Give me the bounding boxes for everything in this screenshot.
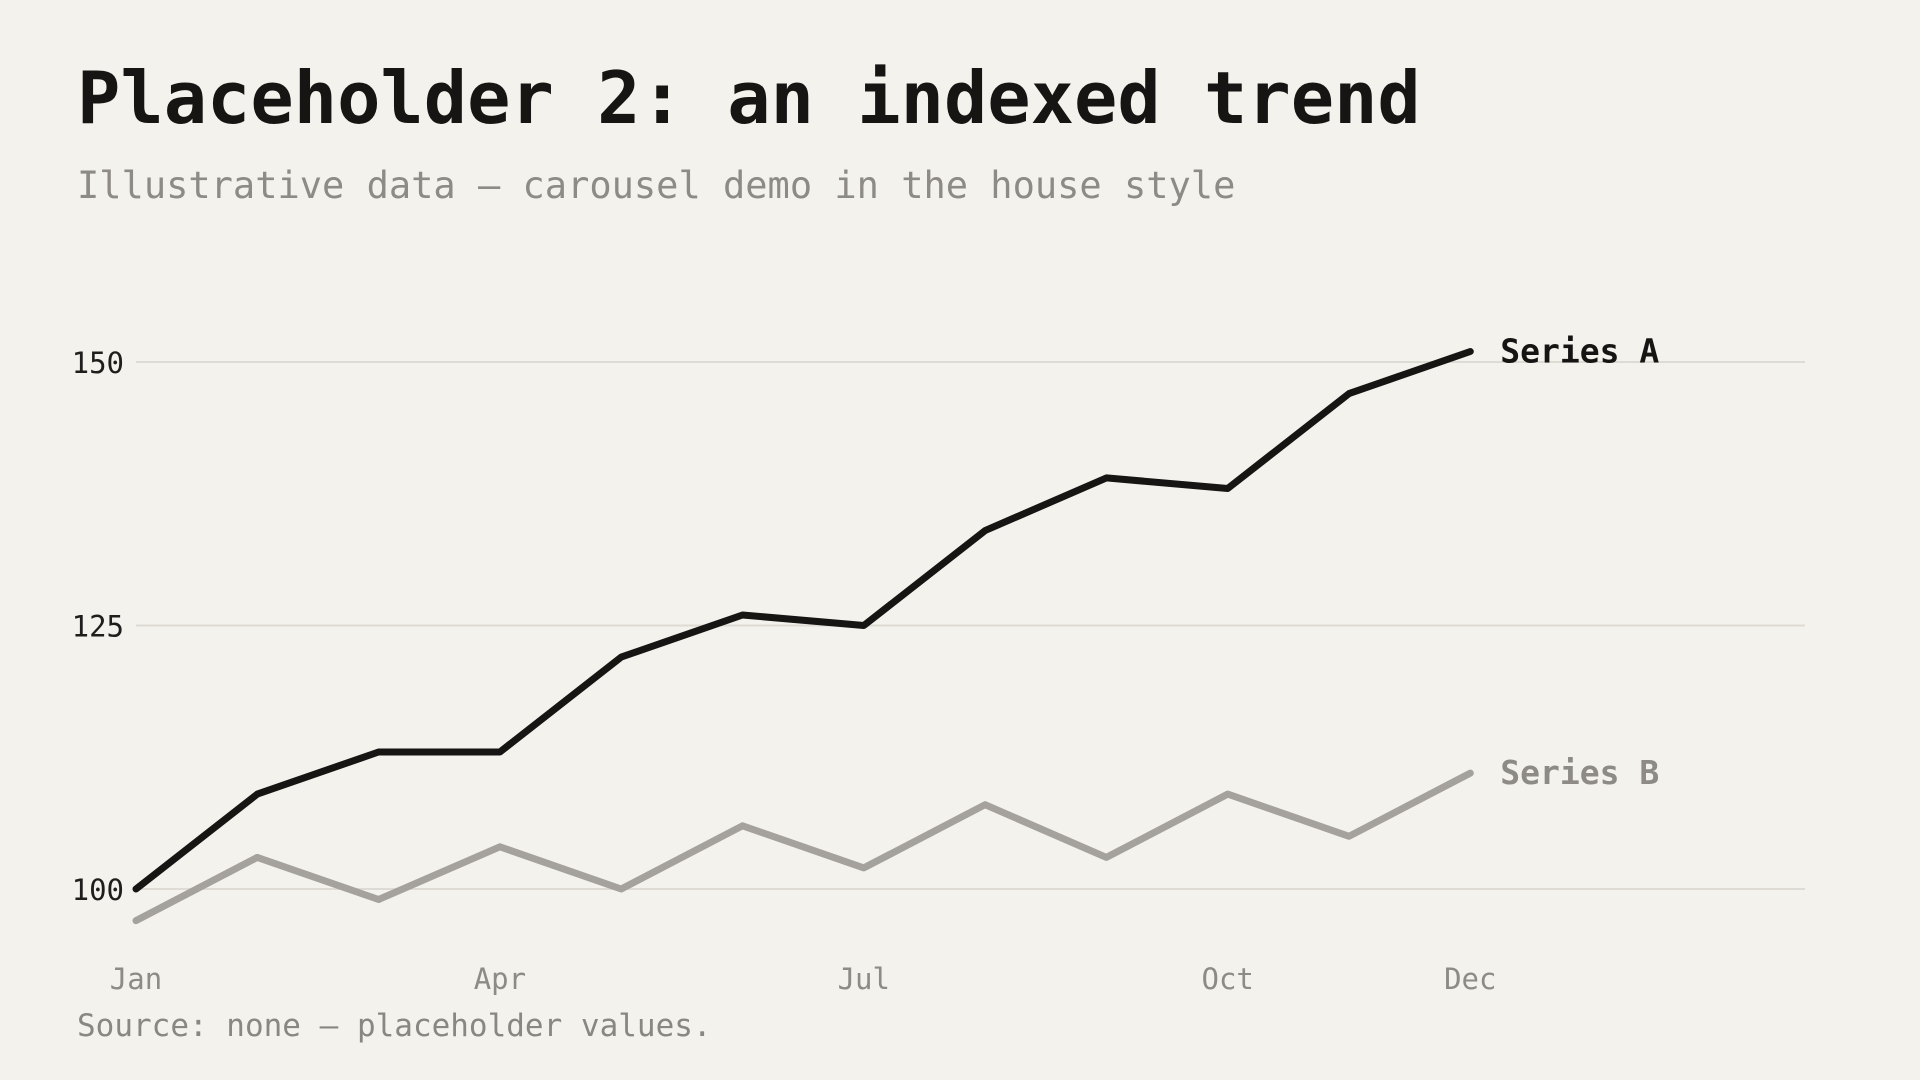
x-axis-ticks: Jan Apr Jul Oct Dec (110, 962, 1497, 996)
y-tick-label-100: 100 (72, 873, 124, 907)
x-tick-label-dec: Dec (1444, 962, 1496, 996)
series-labels: Series B Series A (1500, 331, 1659, 792)
y-axis-ticks: 100 125 150 (72, 346, 124, 907)
chart-title: Placeholder 2: an indexed trend (77, 56, 1421, 140)
x-tick-label-jan: Jan (110, 962, 162, 996)
y-tick-label-125: 125 (72, 610, 124, 644)
x-tick-label-apr: Apr (474, 962, 526, 996)
x-tick-label-oct: Oct (1202, 962, 1254, 996)
series-line-series-a (132, 348, 1474, 893)
gridlines (136, 361, 1805, 890)
series-lines (132, 348, 1474, 925)
chart-source-note: Source: none — placeholder values. (77, 1008, 712, 1044)
series-line-series-b (132, 769, 1474, 925)
x-tick-label-jul: Jul (838, 962, 890, 996)
series-label-series-a: Series A (1500, 331, 1659, 370)
chart-subtitle: Illustrative data — carousel demo in the… (77, 164, 1236, 207)
y-tick-label-150: 150 (72, 346, 124, 380)
series-label-series-b: Series B (1500, 753, 1659, 792)
